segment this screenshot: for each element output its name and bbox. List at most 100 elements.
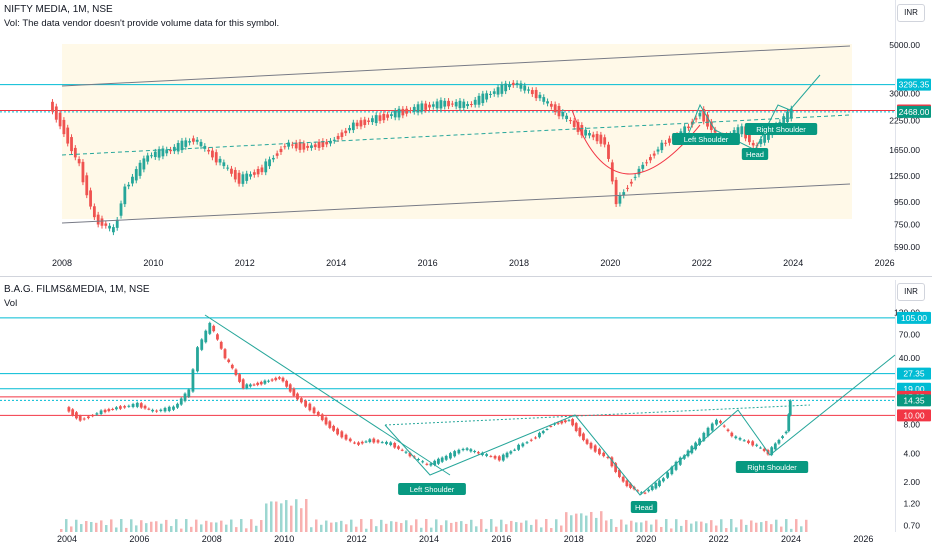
top-candle-body (58, 112, 62, 127)
bottom-level-badge (897, 409, 931, 422)
bottom-candle-body (674, 461, 678, 470)
top-candle-body (477, 95, 481, 105)
bottom-candle-body (179, 398, 183, 405)
bottom-volume-bar (595, 517, 598, 532)
top-candle-body (363, 119, 367, 125)
bottom-candle-body (196, 347, 199, 372)
bottom-volume-bar (265, 503, 268, 532)
bottom-candle-body (461, 448, 465, 451)
bottom-candle-body (111, 408, 115, 410)
bottom-candle-body (259, 381, 263, 385)
bottom-candle-body (404, 451, 408, 453)
top-candle-body (561, 111, 565, 117)
top-candle-body (245, 173, 249, 181)
bottom-volume-bar (600, 511, 603, 532)
top-price-tick-label: 950.00 (894, 197, 920, 207)
top-candle-body (504, 83, 508, 92)
bottom-candle-body (208, 322, 212, 334)
top-candle-body (211, 150, 214, 158)
bottom-currency-button[interactable]: INR (897, 283, 925, 301)
top-price-tick-label: 5000.00 (889, 40, 920, 50)
bottom-volume-bar (105, 525, 108, 532)
bottom-candle-body (340, 431, 344, 438)
bottom-candle-body (710, 423, 714, 431)
bottom-volume-bar (235, 527, 238, 532)
bottom-candle-body (270, 379, 274, 381)
bottom-candle-body (408, 452, 412, 457)
bottom-candle-body (719, 420, 722, 423)
top-candle-body (454, 101, 458, 107)
bottom-volume-bar (515, 522, 518, 532)
top-candle-body (527, 89, 530, 91)
top-currency-button[interactable]: INR (897, 4, 925, 22)
bottom-volume-bar (625, 524, 628, 532)
bottom-candle-body (312, 407, 316, 414)
bottom-candle-body (654, 482, 658, 489)
bottom-candle-body (103, 409, 107, 413)
top-candle-body (687, 126, 690, 129)
top-candle-body (534, 89, 538, 99)
bottom-volume-bar (575, 513, 578, 532)
bottom-volume-bar (535, 519, 538, 532)
bottom-candle-body (541, 431, 545, 434)
top-candle-body (188, 141, 191, 143)
top-candle-body (393, 110, 397, 118)
bottom-candle-body (353, 442, 356, 444)
bottom-candle-body (344, 434, 348, 440)
top-candle-body (629, 181, 633, 184)
top-candle-body (508, 84, 511, 88)
bottom-volume-bar (95, 522, 98, 532)
bottom-volume-bar (510, 520, 513, 532)
top-candle-body (618, 194, 622, 204)
bottom-volume-bar (400, 523, 403, 532)
top-candle-body (294, 142, 298, 149)
bottom-volume-bar (85, 521, 88, 532)
top-candle-body (751, 142, 755, 146)
bottom-volume-bar (675, 519, 678, 532)
bottom-candle-body (567, 420, 571, 422)
bottom-candle-body (75, 412, 78, 419)
bottom-candle-body (421, 461, 425, 463)
top-candle-body (283, 146, 287, 148)
bottom-candle-body (480, 452, 484, 456)
top-price-tick-label: 1250.00 (889, 171, 920, 181)
bottom-candle-body (348, 438, 352, 442)
bottom-volume-bar (485, 528, 488, 532)
bottom-volume-bar (680, 525, 683, 532)
bottom-candle-body (159, 409, 163, 412)
top-x-tick-label: 2012 (235, 258, 255, 268)
top-candle-body (660, 142, 664, 151)
bottom-volume-bar (555, 519, 558, 532)
bottom-volume-bar (305, 499, 308, 532)
top-candle-body (115, 219, 119, 228)
bottom-candle-body (277, 377, 281, 379)
top-candle-body (119, 203, 123, 216)
bottom-annotation-text: Head (635, 503, 653, 512)
bottom-candle-body (328, 421, 332, 428)
top-candle-body (401, 108, 405, 116)
bottom-candle-body (245, 384, 249, 389)
bottom-volume-bar (650, 524, 653, 532)
top-candle-body (54, 106, 58, 120)
top-candle-body (271, 157, 275, 160)
top-candle-body (169, 149, 172, 152)
bottom-volume-bar (710, 520, 713, 532)
top-candle-body (233, 170, 237, 180)
bottom-level-badge (897, 311, 931, 324)
top-candle-body (131, 176, 134, 184)
bottom-candle-body (582, 433, 585, 441)
bottom-candle-body (230, 364, 234, 369)
bottom-candle-body (563, 420, 567, 423)
bottom-candle-body (556, 422, 560, 424)
top-candle-body (409, 110, 412, 112)
bottom-volume-bar (230, 519, 233, 532)
top-candle-body (89, 190, 92, 207)
bottom-candle-body (742, 440, 746, 442)
top-candle-body (599, 134, 603, 144)
bottom-candle-body (485, 454, 489, 456)
bottom-candle-body (308, 403, 312, 411)
top-candle-body (161, 148, 165, 157)
bottom-volume-bar (525, 520, 528, 532)
bottom-volume-bar (200, 524, 203, 532)
